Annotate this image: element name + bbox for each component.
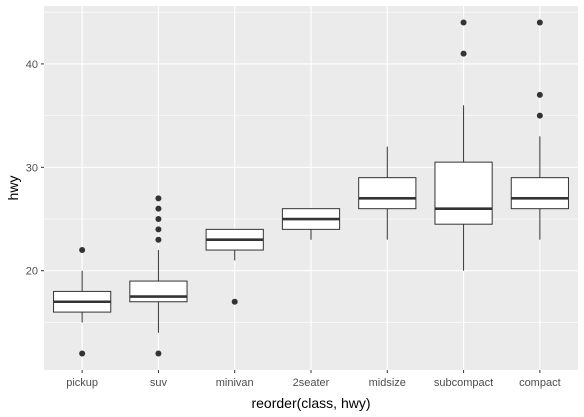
y-axis-title: hwy: [5, 176, 21, 201]
box-subcompact: [434, 19, 493, 271]
box-body: [358, 177, 417, 210]
outlier-point: [79, 247, 86, 254]
y-tick-label: 30: [26, 162, 38, 174]
outlier-point: [155, 350, 162, 357]
x-tick-label: midsize: [369, 377, 406, 389]
outlier-point: [79, 350, 86, 357]
x-tick-label: 2seater: [293, 377, 330, 389]
outlier-point: [155, 226, 162, 233]
outlier-point: [460, 50, 467, 57]
box-suv: [129, 195, 188, 357]
box-minivan: [205, 228, 264, 305]
outlier-point: [536, 19, 543, 26]
outlier-point: [155, 195, 162, 202]
y-tick-label: 40: [26, 59, 38, 71]
outlier-point: [536, 112, 543, 119]
y-axis-ticks: 20 30 40: [26, 59, 44, 278]
outlier-point: [231, 298, 238, 305]
outlier-point: [155, 236, 162, 243]
outlier-point: [155, 205, 162, 212]
x-axis-ticks: pickup suv minivan 2seater midsize subcompact…: [66, 370, 561, 389]
x-tick-label: suv: [150, 377, 168, 389]
box-2seater: [281, 208, 341, 240]
x-axis-title: reorder(class, hwy): [251, 395, 370, 411]
x-tick-label: compact: [519, 377, 561, 389]
box-compact: [510, 19, 569, 240]
outlier-point: [536, 91, 543, 98]
box-body: [434, 161, 493, 225]
boxplot-series: [53, 19, 569, 357]
box-pickup: [53, 247, 112, 357]
box-body: [510, 177, 569, 210]
x-tick-label: minivan: [216, 377, 254, 389]
box-body: [129, 280, 188, 303]
x-tick-label: pickup: [66, 377, 98, 389]
x-tick-label: subcompact: [434, 377, 493, 389]
outlier-point: [155, 216, 162, 223]
box-midsize: [358, 146, 417, 240]
outlier-point: [460, 19, 467, 26]
y-tick-label: 20: [26, 266, 38, 278]
